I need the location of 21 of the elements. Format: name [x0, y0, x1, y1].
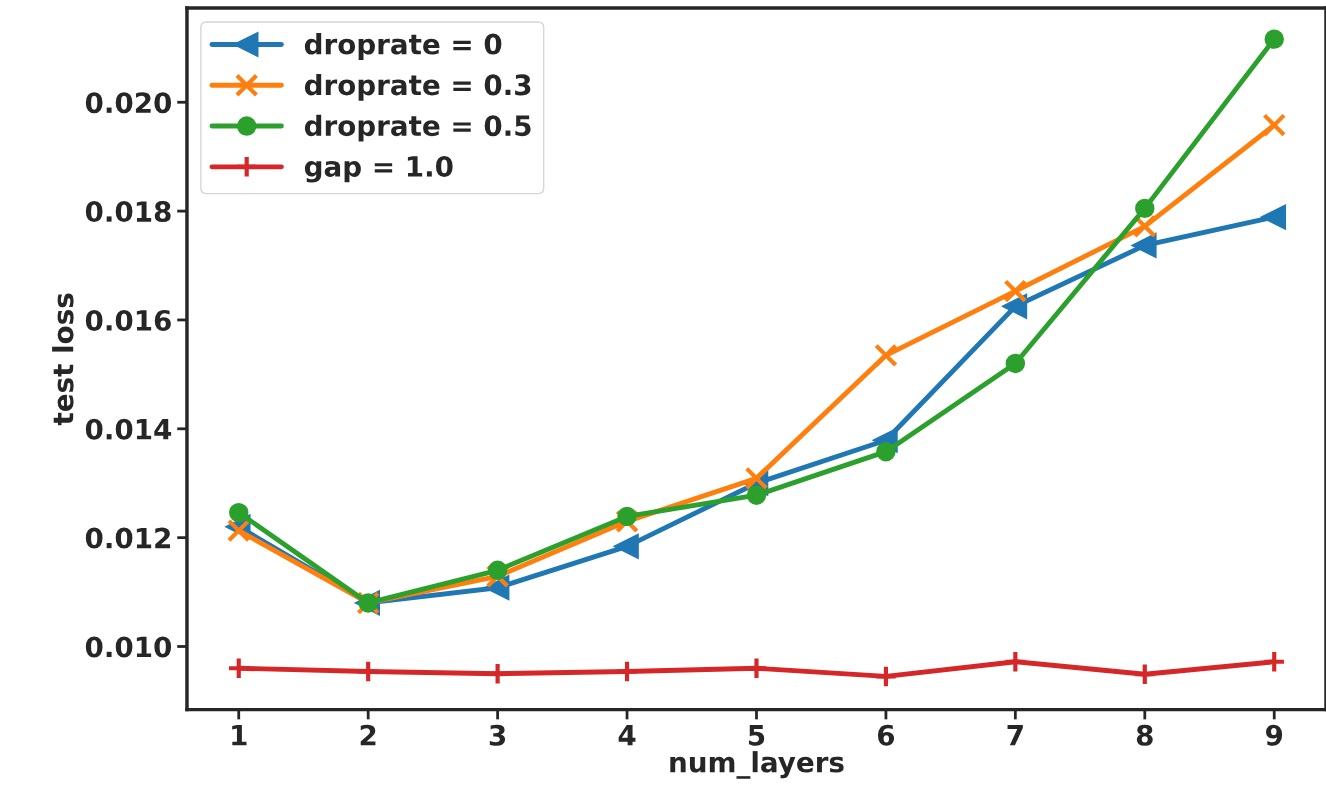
y-tick-label: 0.014 [85, 418, 172, 440]
legend-label: droprate = 0.3 [304, 73, 531, 101]
y-tick-label: 0.010 [85, 636, 172, 658]
x-tick-label: 3 [489, 724, 506, 746]
x-tick-label: 2 [360, 724, 376, 746]
x-tick-label: 6 [877, 724, 895, 746]
y-tick-label: 0.012 [85, 527, 170, 549]
legend-label: droprate = 0.5 [304, 114, 531, 142]
y-tick-label: 0.020 [85, 92, 172, 114]
x-tick-label: 7 [1007, 725, 1023, 746]
x-tick-label: 8 [1136, 724, 1153, 746]
x-tick-label: 4 [618, 725, 636, 746]
legend-label: gap = 1.0 [304, 155, 453, 183]
y-axis-title: test loss [52, 293, 74, 426]
y-tick-label: 0.018 [85, 201, 171, 223]
x-tick-label: 5 [748, 725, 765, 746]
legend-label: droprate = 0 [304, 33, 502, 60]
x-axis-title: num_layers [670, 751, 844, 779]
y-tick-label: 0.016 [85, 309, 171, 331]
x-tick-label: 1 [232, 725, 247, 746]
x-tick-label: 9 [1266, 724, 1283, 746]
